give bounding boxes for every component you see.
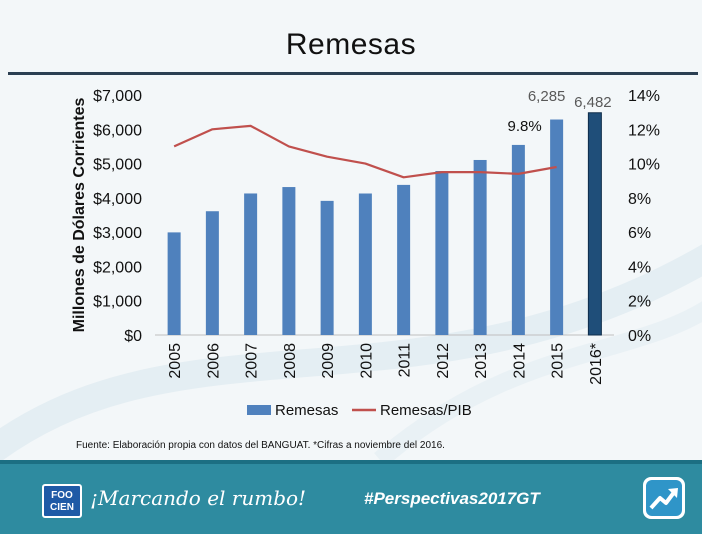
y-axis-title: Millones de Dólares Corrientes: [71, 98, 88, 333]
bar-remesas: [511, 144, 525, 335]
x-tick-label: 2008: [282, 343, 299, 379]
page-title: Remesas: [285, 28, 417, 61]
bar-remesas: [320, 200, 334, 335]
y2-tick-label: 12%: [628, 122, 660, 139]
footer-slogan: ¡Marcando el rumbo!: [90, 486, 307, 510]
y-tick-label: $4,000: [93, 191, 142, 208]
y-tick-label: $5,000: [93, 157, 142, 174]
y2-tick-label: 14%: [628, 88, 660, 105]
bar-remesas: [473, 159, 487, 335]
x-tick-label: 2010: [358, 343, 375, 379]
bar-remesas: [358, 193, 372, 335]
x-tick-label: 2007: [244, 343, 261, 379]
source-note: Fuente: Elaboración propia con datos del…: [76, 440, 445, 451]
bar-remesas: [167, 232, 181, 335]
bar-remesas: [435, 171, 449, 335]
data-label: 6,482: [574, 94, 612, 111]
x-tick-label: 2014: [511, 343, 528, 379]
x-tick-label: 2005: [167, 343, 184, 379]
y2-tick-label: 0%: [628, 328, 651, 345]
y2-tick-label: 4%: [628, 259, 651, 276]
footer-hashtag: #Perspectivas2017GT: [364, 489, 540, 508]
bar-remesas: [397, 184, 411, 335]
bar-remesas: [244, 193, 258, 335]
bar-remesas: [587, 112, 602, 336]
legend-label-remesas: Remesas: [275, 402, 338, 419]
bar-remesas: [550, 119, 564, 335]
bar-remesas: [205, 211, 219, 335]
bar-remesas: [282, 187, 296, 335]
x-tick-label: 2009: [320, 343, 337, 379]
x-tick-label: 2016*: [588, 343, 605, 385]
x-tick-label: 2013: [473, 343, 490, 379]
y2-tick-label: 10%: [628, 157, 660, 174]
line-remesas-pib: [173, 124, 557, 179]
trend-up-arrow-icon: [643, 477, 685, 519]
x-tick-label: 2012: [435, 343, 452, 379]
title-divider: [8, 72, 698, 75]
foocien-logo: FOO CIEN: [42, 484, 82, 518]
x-tick-label: 2006: [205, 343, 222, 379]
y2-tick-label: 2%: [628, 294, 651, 311]
legend-label-remesas-pib: Remesas/PIB: [380, 402, 472, 419]
footer-bar: [0, 460, 702, 534]
data-label: 6,285: [528, 88, 566, 105]
footer-band: [0, 460, 702, 464]
legend-swatch-remesas: [247, 405, 271, 415]
y-tick-label: $6,000: [93, 122, 142, 139]
remittances-chart: $0 $1,000 $2,000 $3,000 $4,000 $5,000 $6,000 $7…: [71, 88, 660, 419]
y-tick-label: $2,000: [93, 259, 142, 276]
y-tick-label: $3,000: [93, 225, 142, 242]
x-tick-label: 2015: [550, 343, 567, 379]
x-tick-label: 2011: [397, 343, 414, 378]
y-tick-label: $0: [124, 328, 142, 345]
y-tick-label: $7,000: [93, 88, 142, 105]
y2-tick-label: 6%: [628, 225, 651, 242]
y2-tick-label: 8%: [628, 191, 651, 208]
data-label: 9.8%: [508, 118, 542, 135]
y-tick-label: $1,000: [93, 294, 142, 311]
